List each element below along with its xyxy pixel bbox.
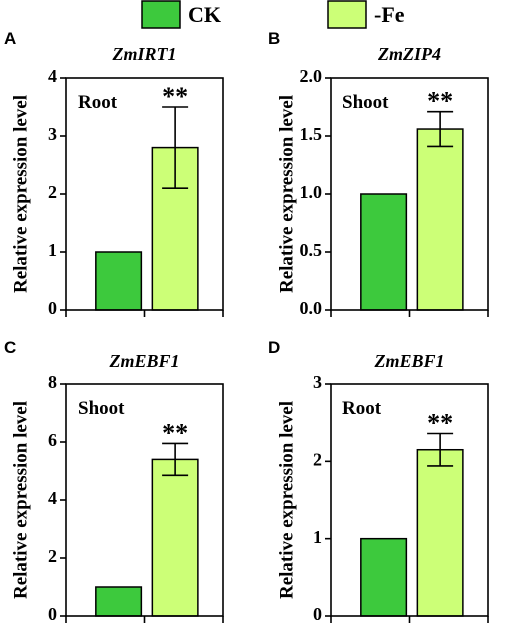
y-tick-label: 1	[48, 240, 57, 260]
y-tick-label: 0.0	[300, 298, 323, 318]
tissue-label: Shoot	[78, 398, 125, 419]
y-axis-label: Relative expression level	[10, 95, 31, 293]
y-tick-label: 0	[313, 604, 322, 624]
significance-marker: **	[162, 82, 188, 111]
legend: CK -Fe	[141, 0, 405, 29]
y-tick-label: 1.0	[300, 182, 323, 202]
y-tick-label: 6	[48, 430, 57, 450]
y-axis-label: Relative expression level	[10, 401, 31, 599]
panel-c: C ZmEBF1 Relative expression level ** 0 2 4 6 8 S…	[4, 338, 224, 624]
legend-label-ck: CK	[188, 2, 221, 27]
bar-ck	[95, 251, 143, 311]
y-tick-label: 2	[48, 546, 57, 566]
chart-title: ZmEBF1	[373, 351, 444, 371]
bar-fe	[151, 458, 199, 617]
y-tick-label: 2.0	[300, 66, 323, 86]
y-tick-label: 1.5	[300, 124, 323, 144]
significance-marker: **	[162, 418, 188, 447]
panel-d: D ZmEBF1 Relative expression level ** 0 1 2 3 Ro…	[268, 338, 489, 624]
y-axis-label: Relative expression level	[276, 95, 297, 293]
y-tick-label: 3	[313, 372, 322, 392]
panel-letter: A	[4, 29, 16, 48]
panel-letter: B	[268, 29, 280, 48]
bar-ck	[360, 537, 408, 617]
panel-letter: C	[4, 338, 16, 357]
bar-fe	[416, 448, 464, 617]
y-tick-label: 1	[313, 527, 322, 547]
significance-marker: **	[427, 87, 453, 116]
y-tick-label: 2	[313, 449, 322, 469]
legend-swatch-ck	[141, 0, 181, 29]
y-tick-label: 2	[48, 182, 57, 202]
panel-a: A ZmIRT1 Relative expression level ** 0 1 2 3 4 R…	[4, 29, 224, 318]
tissue-label: Shoot	[342, 92, 389, 113]
legend-label-fe: -Fe	[374, 2, 405, 27]
y-axis-label: Relative expression level	[276, 401, 297, 599]
y-tick-label: 0.5	[300, 240, 323, 260]
bar-fe	[416, 128, 464, 311]
y-tick-label: 3	[48, 124, 57, 144]
y-tick-label: 4	[48, 488, 57, 508]
tissue-label: Root	[78, 92, 118, 113]
tissue-label: Root	[342, 398, 382, 419]
bar-ck	[360, 193, 408, 311]
panel-letter: D	[268, 338, 280, 357]
panel-b: B ZmZIP4 Relative expression level ** 0.0 0.5…	[268, 29, 489, 318]
significance-marker: **	[427, 408, 453, 437]
y-tick-label: 0	[48, 604, 57, 624]
chart-title: ZmZIP4	[377, 44, 441, 64]
y-tick-label: 0	[48, 298, 57, 318]
chart-title: ZmIRT1	[111, 44, 176, 64]
y-tick-label: 4	[48, 66, 57, 86]
legend-swatch-fe	[327, 0, 367, 29]
bar-ck	[95, 586, 143, 617]
y-tick-label: 8	[48, 372, 57, 392]
chart-title: ZmEBF1	[108, 351, 179, 371]
